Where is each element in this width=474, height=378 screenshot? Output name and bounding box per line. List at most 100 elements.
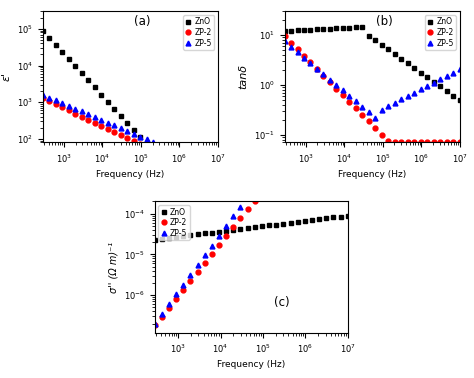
X-axis label: Frequency (Hz): Frequency (Hz) <box>217 360 285 369</box>
ZP-5 <box>266 166 272 170</box>
ZP-2 <box>273 172 279 176</box>
ZP-5 <box>209 243 215 248</box>
ZP-2 <box>301 54 307 58</box>
ZP-5 <box>131 132 137 136</box>
ZP-5 <box>150 140 156 144</box>
ZP-2 <box>450 140 456 145</box>
ZnO <box>295 28 301 33</box>
ZP-5 <box>209 165 214 169</box>
ZnO <box>230 228 236 232</box>
ZP-5 <box>309 107 315 112</box>
ZP-2 <box>411 140 417 145</box>
ZP-5 <box>59 101 65 105</box>
ZP-5 <box>273 156 279 160</box>
ZP-2 <box>105 127 110 131</box>
ZP-2 <box>266 180 272 185</box>
ZP-2 <box>209 176 214 181</box>
ZP-2 <box>173 296 179 301</box>
ZP-2 <box>288 40 294 45</box>
ZnO <box>79 71 84 76</box>
ZP-5 <box>331 78 337 82</box>
ZP-5 <box>327 77 333 82</box>
ZP-5 <box>418 87 424 91</box>
ZP-5 <box>360 105 365 109</box>
ZP-5 <box>245 195 250 199</box>
ZnO <box>457 98 463 102</box>
ZP-5 <box>281 146 286 150</box>
ZP-2 <box>182 164 188 168</box>
ZP-2 <box>288 154 293 158</box>
ZP-2 <box>373 126 378 130</box>
ZP-5 <box>237 204 243 209</box>
ZnO <box>302 219 308 223</box>
ZnO <box>346 26 352 30</box>
ZP-2 <box>346 99 352 104</box>
ZP-2 <box>309 127 315 132</box>
ZP-2 <box>457 140 463 145</box>
ZnO <box>173 235 179 239</box>
ZnO <box>85 78 91 83</box>
ZP-2 <box>252 198 258 203</box>
ZnO <box>314 27 320 32</box>
ZP-2 <box>425 140 430 145</box>
ZP-2 <box>46 99 52 104</box>
ZP-5 <box>288 136 293 141</box>
ZnO <box>360 25 365 29</box>
ZnO <box>266 223 272 228</box>
ZnO <box>182 185 188 189</box>
Y-axis label: σ'' (Ω m)⁻¹: σ'' (Ω m)⁻¹ <box>108 242 118 293</box>
ZP-2 <box>215 179 221 184</box>
ZnO <box>170 170 175 175</box>
ZP-5 <box>282 39 287 43</box>
ZP-5 <box>137 134 143 139</box>
ZP-5 <box>166 302 172 307</box>
Line: ZP-2: ZP-2 <box>40 96 220 184</box>
ZnO <box>331 215 337 220</box>
ZnO <box>252 225 258 229</box>
ZP-2 <box>131 139 137 144</box>
X-axis label: Frequency (Hz): Frequency (Hz) <box>96 170 164 179</box>
ZP-2 <box>223 234 229 239</box>
ZP-2 <box>302 136 308 140</box>
ZnO <box>209 213 214 218</box>
ZP-5 <box>340 88 346 93</box>
Line: ZP-5: ZP-5 <box>40 92 220 172</box>
X-axis label: Frequency (Hz): Frequency (Hz) <box>338 170 406 179</box>
Y-axis label: tanδ: tanδ <box>238 64 248 90</box>
Line: ZP-5: ZP-5 <box>152 58 350 326</box>
ZnO <box>196 199 201 204</box>
ZP-2 <box>159 314 164 319</box>
ZnO <box>288 29 294 33</box>
ZP-5 <box>53 98 58 102</box>
ZnO <box>345 213 351 218</box>
ZP-2 <box>431 140 437 145</box>
ZP-2 <box>181 288 186 292</box>
ZP-2 <box>202 173 208 178</box>
ZP-5 <box>85 112 91 116</box>
Legend: ZnO, ZP-2, ZP-5: ZnO, ZP-2, ZP-5 <box>158 205 190 240</box>
ZP-2 <box>316 118 322 122</box>
ZP-5 <box>320 72 326 76</box>
ZnO <box>411 66 417 70</box>
ZP-2 <box>282 34 287 39</box>
ZP-2 <box>189 167 195 172</box>
ZP-5 <box>152 321 157 326</box>
ZP-2 <box>338 91 344 96</box>
ZP-2 <box>444 140 450 145</box>
ZP-2 <box>237 216 243 221</box>
ZP-2 <box>118 133 123 138</box>
ZP-2 <box>366 119 372 124</box>
ZP-5 <box>215 168 221 172</box>
ZP-2 <box>163 155 169 159</box>
Line: ZnO: ZnO <box>40 28 220 225</box>
Text: (b): (b) <box>376 15 392 28</box>
ZP-2 <box>195 270 201 274</box>
ZP-5 <box>411 90 417 95</box>
ZP-5 <box>118 126 123 130</box>
ZP-2 <box>188 279 193 283</box>
ZnO <box>340 26 346 30</box>
ZP-5 <box>176 151 182 155</box>
ZP-2 <box>259 189 265 194</box>
ZP-5 <box>457 67 463 71</box>
ZP-5 <box>379 107 385 112</box>
